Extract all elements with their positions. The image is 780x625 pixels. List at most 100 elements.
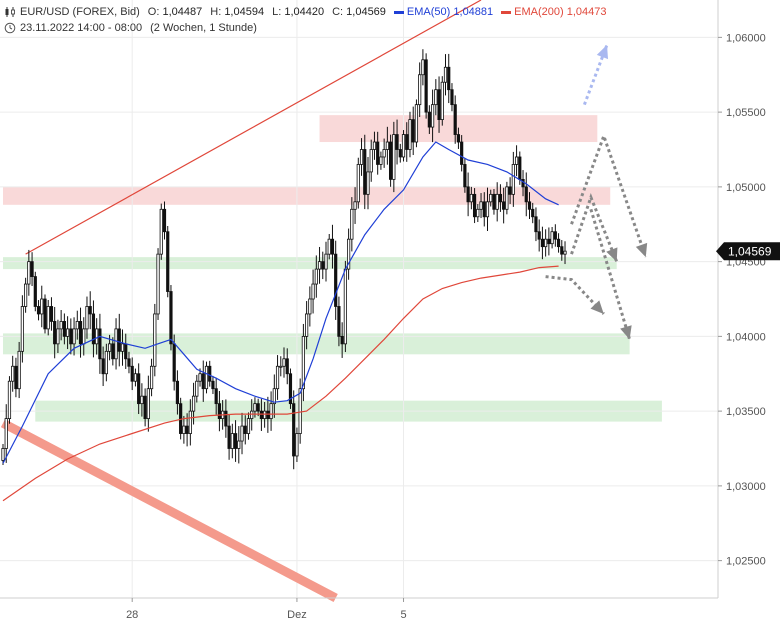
candle-body-110 <box>356 164 360 203</box>
candle-body-114 <box>369 149 373 173</box>
candle-body-101 <box>327 238 331 255</box>
candle-body-5 <box>17 350 21 390</box>
candle-115 <box>372 131 377 160</box>
candle-body-124 <box>401 134 406 158</box>
ema200-swatch <box>501 10 512 14</box>
candle-body-0 <box>1 448 5 461</box>
candle-body-129 <box>418 74 422 106</box>
candle-16 <box>53 306 57 359</box>
candle-body-100 <box>324 253 328 270</box>
candle-24 <box>78 307 83 358</box>
candle-body-152 <box>492 193 496 210</box>
candle-29 <box>95 318 99 355</box>
candle-body-66 <box>214 388 218 405</box>
ema-line-0 <box>2 141 559 464</box>
candle-body-79 <box>256 403 260 412</box>
candle-body-137 <box>443 66 448 83</box>
candle-146 <box>472 188 477 224</box>
scenario-path-0 <box>582 44 609 106</box>
legend-timestamp: 23.11.2022 14:00 - 08:00 <box>20 22 143 34</box>
candle-122 <box>395 119 399 165</box>
candle-body-45 <box>146 388 150 420</box>
candle-body-131 <box>424 59 428 113</box>
last-price-tag: 1,04569 <box>716 242 780 261</box>
candle-body-109 <box>353 201 357 210</box>
candle-body-58 <box>188 410 192 434</box>
candle-58 <box>188 399 192 446</box>
candle-body-154 <box>498 193 503 203</box>
legend-open-label: O: <box>147 6 160 18</box>
candle-body-172 <box>556 238 561 248</box>
candle-body-107 <box>347 238 351 270</box>
candle-body-151 <box>489 193 493 203</box>
candle-body-87 <box>282 358 286 367</box>
candle-body-139 <box>450 89 454 106</box>
candle-body-159 <box>514 156 519 165</box>
candle-body-67 <box>217 403 222 419</box>
candle-body-115 <box>372 141 377 150</box>
candle-128 <box>414 99 419 148</box>
candle-body-51 <box>166 231 170 292</box>
candle-111 <box>359 138 364 176</box>
scenario-down-3 <box>545 275 605 315</box>
legend-open: 1,04487 <box>162 6 203 18</box>
candle-body-62 <box>201 373 205 390</box>
candle-44 <box>143 388 147 427</box>
legend-period: (2 Wochen, 1 Stunde) <box>150 22 257 34</box>
candle-body-16 <box>53 321 57 345</box>
candle-body-63 <box>204 365 209 390</box>
scenario-path-2 <box>570 131 648 258</box>
candle-46 <box>149 358 154 397</box>
candle-63 <box>204 361 209 394</box>
candle-103 <box>334 240 338 320</box>
candle-47 <box>153 303 157 377</box>
candle-body-10 <box>33 276 37 307</box>
candle-67 <box>217 391 222 432</box>
candle-26 <box>85 296 89 339</box>
candle-body-17 <box>56 328 60 345</box>
candle-body-20 <box>66 328 70 337</box>
candle-84 <box>272 374 276 418</box>
candle-body-158 <box>511 164 515 195</box>
candle-body-40 <box>130 365 134 382</box>
scenario-path-1 <box>570 192 619 263</box>
candle-body-117 <box>379 156 383 165</box>
candle-body-142 <box>460 141 464 165</box>
candle-body-103 <box>334 253 338 307</box>
candle-body-82 <box>266 410 270 419</box>
candle-104 <box>337 296 341 347</box>
candle-body-91 <box>295 433 299 457</box>
candle-body-118 <box>382 149 386 158</box>
candle-86 <box>279 356 283 377</box>
candle-142 <box>460 135 464 172</box>
candle-165 <box>534 207 538 242</box>
candle-123 <box>398 143 402 163</box>
candle-body-86 <box>279 365 283 368</box>
candle-36 <box>117 313 121 367</box>
candle-135 <box>437 76 441 133</box>
x-tick-label-1: Dez <box>287 609 307 621</box>
candle-40 <box>130 357 134 391</box>
y-tick-label-0: 1,06000 <box>726 32 766 44</box>
candle-30 <box>98 313 102 374</box>
candle-body-70 <box>227 425 231 449</box>
candle-body-134 <box>434 89 438 106</box>
candle-body-49 <box>159 208 163 255</box>
candle-body-147 <box>476 208 480 218</box>
candle-body-123 <box>398 149 402 158</box>
candle-18 <box>59 310 63 341</box>
candle-119 <box>385 126 389 165</box>
candle-body-50 <box>162 208 167 233</box>
candle-body-112 <box>363 149 367 195</box>
scenario-arrowhead-3 <box>590 300 604 314</box>
candle-82 <box>266 396 270 433</box>
candle-body-143 <box>463 164 467 188</box>
candle-140 <box>453 95 457 144</box>
legend-low: 1,04420 <box>284 6 325 18</box>
candle-145 <box>469 186 473 210</box>
candle-83 <box>269 391 273 431</box>
candle-62 <box>201 360 205 402</box>
candle-3 <box>11 355 15 392</box>
